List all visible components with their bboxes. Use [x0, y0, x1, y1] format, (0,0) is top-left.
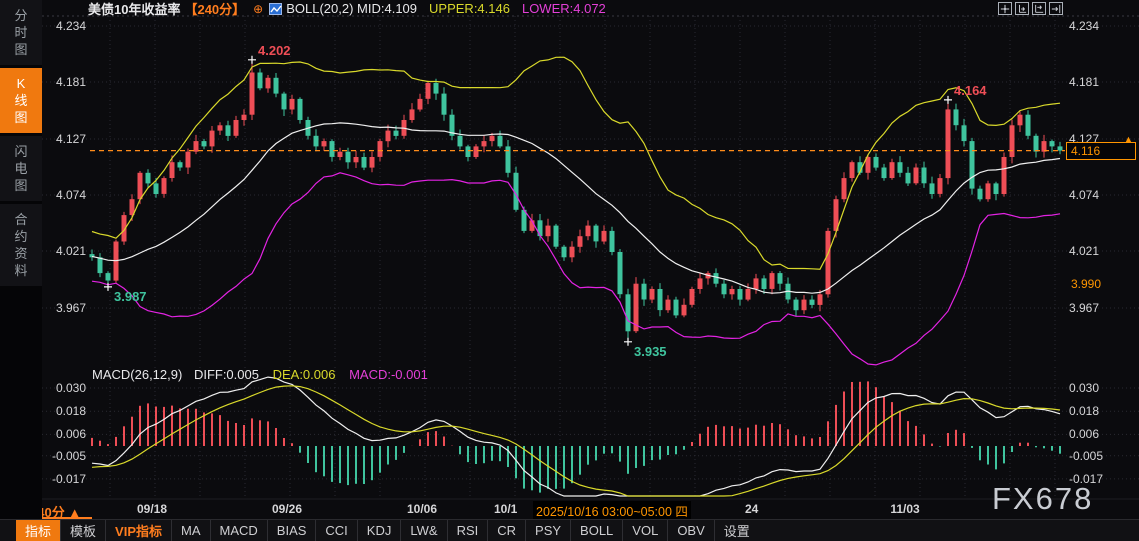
svg-text:3.935: 3.935 [634, 344, 667, 359]
add-indicator-icon[interactable]: ⊕ [253, 1, 264, 16]
price-tick-4.127: 4.127 [55, 132, 86, 146]
indicator-toolbar: 指标 模板 VIP指标 MA MACD BIAS CCI KDJ LW& RSI CR PSY BOLL… [0, 519, 1139, 541]
period-selector[interactable]: 240分 ▲ [30, 505, 82, 520]
price-tick-0.030: 0.030 [1069, 381, 1100, 395]
price-tick-4.074: 4.074 [55, 187, 86, 202]
time-tick-09/26: 09/26 [271, 502, 303, 516]
price-tick-4.181: 4.181 [55, 74, 86, 89]
time-tick-11/03: 11/03 [890, 502, 920, 516]
instrument-title: 美债10年收益率 [88, 2, 181, 17]
macd-diff-value: DIFF:0.005 [193, 367, 259, 382]
price-tick--0.017: -0.017 [1069, 471, 1104, 486]
boll-mid-value: BOLL(20,2) MID:4.109 [286, 1, 418, 16]
price-marker-3.990: 3.990 [1069, 276, 1104, 291]
price-tick--0.005: -0.005 [51, 448, 86, 463]
chart-tool-icons [998, 2, 1063, 15]
toolbar-item-BOLL[interactable]: BOLL [570, 520, 622, 541]
price-tick-0.018: 0.018 [55, 404, 86, 419]
price-tick-0.018: 0.018 [1069, 404, 1100, 419]
svg-text:3.987: 3.987 [114, 289, 147, 304]
macd-header: MACD(26,12,9) DIFF:0.005 DEA:0.006 MACD:… [92, 367, 428, 382]
time-tick-10/06: 10/06 [406, 502, 438, 516]
toolbar-item-设置[interactable]: 设置 [713, 520, 759, 541]
toolbar-item-PSY[interactable]: PSY [525, 520, 570, 541]
price-tick--0.017: -0.017 [51, 471, 86, 486]
toolbar-item-RSI[interactable]: RSI [446, 520, 488, 541]
time-axis: 240分 ▲ 09/18 09/26 10/06 10/1 24 11/03 2025/1… [0, 500, 1139, 520]
svg-text:4.164: 4.164 [954, 83, 987, 98]
price-tick-0.006: 0.006 [1069, 427, 1100, 442]
toolbar-item-OBV[interactable]: OBV [667, 520, 713, 541]
price-up-arrow-icon: ▲ [1124, 133, 1133, 144]
macd-dea-value: DEA:0.006 [272, 367, 336, 382]
pan-right-icon[interactable] [1049, 2, 1063, 15]
toolbar-item-MACD[interactable]: MACD [209, 520, 267, 541]
sidebar-tab-time-share[interactable]: 分时图 [0, 0, 42, 65]
price-tick-0.006: 0.006 [55, 427, 86, 442]
time-tick-09/18: 09/18 [136, 502, 168, 516]
brand-watermark: FX678 [992, 481, 1094, 516]
period-label: 【240分】 [184, 2, 246, 17]
price-tick-3.967: 3.967 [55, 301, 86, 315]
crosshair-date-tooltip: 2025/10/16 03:00~05:00 四 [533, 501, 691, 520]
toolbar-item-BIAS[interactable]: BIAS [266, 520, 316, 541]
price-tick-4.234: 4.234 [55, 19, 86, 33]
macd-name: MACD(26,12,9) [92, 367, 183, 382]
toolbar-item-指标[interactable]: 指标 [16, 520, 61, 541]
period-active-underline [24, 517, 92, 519]
toolbar-item-LW&[interactable]: LW& [400, 520, 446, 541]
price-tick-0.030: 0.030 [55, 381, 86, 395]
price-tick-4.074: 4.074 [1069, 187, 1100, 202]
boll-lower-value: LOWER:4.072 [521, 1, 606, 16]
toolbar-item-CR[interactable]: CR [487, 520, 525, 541]
time-tick-24: 24 [745, 502, 759, 516]
macd-macd-value: MACD:-0.001 [349, 367, 428, 382]
toolbar-item-VIP指标[interactable]: VIP指标 [105, 520, 171, 541]
svg-text:4.202: 4.202 [258, 43, 291, 58]
current-price-box: 4.116 [1066, 141, 1136, 160]
sidebar-tab-flash[interactable]: 闪电图 [0, 136, 42, 201]
price-tick-3.967: 3.967 [1069, 301, 1100, 315]
axis-fit-icon[interactable] [1015, 2, 1029, 15]
price-tick-4.021: 4.021 [55, 243, 86, 258]
crosshair-icon[interactable] [998, 2, 1012, 15]
price-tick-4.234: 4.234 [1069, 19, 1100, 33]
boll-indicator-icon[interactable] [269, 2, 283, 15]
toolbar-item-MA[interactable]: MA [171, 520, 210, 541]
toolbar-item-VOL[interactable]: VOL [622, 520, 667, 541]
price-tick-4.181: 4.181 [1069, 74, 1100, 89]
toolbar-item-KDJ[interactable]: KDJ [356, 520, 401, 541]
time-tick-10/1: 10/1 [494, 502, 518, 516]
sidebar-tab-contract-info[interactable]: 合约资料 [0, 204, 42, 286]
toolbar-item-CCI[interactable]: CCI [315, 520, 356, 541]
axis-scale-icon[interactable] [1032, 2, 1046, 15]
chart-header: 美债10年收益率 【240分】 ⊕ BOLL(20,2) MID:4.109 U… [42, 0, 1139, 17]
boll-upper-value: UPPER:4.146 [429, 1, 510, 16]
toolbar-item-模板[interactable]: 模板 [60, 520, 105, 541]
price-tick-4.021: 4.021 [1069, 243, 1100, 258]
price-tick--0.005: -0.005 [1069, 448, 1104, 463]
